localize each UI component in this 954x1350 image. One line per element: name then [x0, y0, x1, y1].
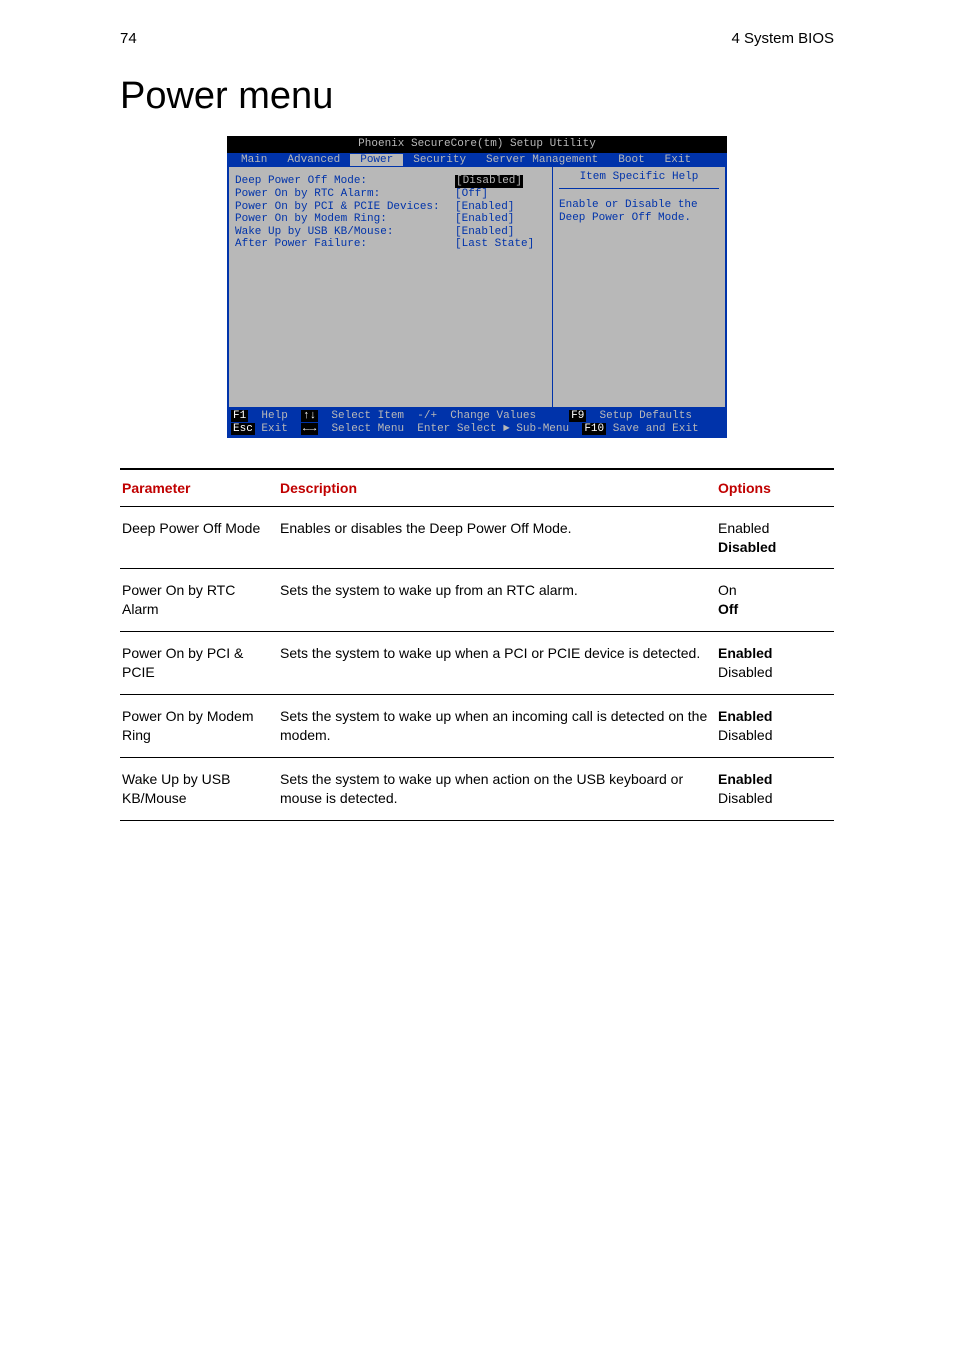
bios-setting-row[interactable]: Power On by Modem Ring:[Enabled]: [235, 213, 546, 226]
bios-menu-bar: MainAdvancedPowerSecurityServer Manageme…: [227, 153, 727, 168]
bios-settings-pane: Deep Power Off Mode:[Disabled]Power On b…: [229, 167, 552, 407]
param-cell: Wake Up by USB KB/Mouse: [120, 757, 278, 820]
bios-setting-value: [Off]: [455, 188, 488, 201]
bios-help-text: Enable or Disable the Deep Power Off Mod…: [559, 199, 719, 224]
bios-footer-row-2: Esc Exit ←→ Select Menu Enter Select ► S…: [231, 423, 723, 436]
bios-menu-main[interactable]: Main: [231, 154, 277, 167]
option-value: Disabled: [718, 538, 828, 557]
desc-cell: Enables or disables the Deep Power Off M…: [278, 506, 716, 569]
header-options: Options: [716, 469, 834, 507]
bios-setting-label: Power On by PCI & PCIE Devices:: [235, 201, 455, 214]
bios-setting-row[interactable]: Power On by RTC Alarm:[Off]: [235, 188, 546, 201]
desc-cell: Sets the system to wake up when an incom…: [278, 695, 716, 758]
parameter-table: Parameter Description Options Deep Power…: [120, 468, 834, 821]
page-header: 74 4 System BIOS: [120, 30, 834, 47]
bios-setting-value: [Disabled]: [455, 175, 523, 188]
desc-cell: Sets the system to wake up when action o…: [278, 757, 716, 820]
param-cell: Power On by Modem Ring: [120, 695, 278, 758]
bios-setting-label: Power On by RTC Alarm:: [235, 188, 455, 201]
options-cell: EnabledDisabled: [716, 632, 834, 695]
bios-help-title: Item Specific Help: [559, 171, 719, 189]
bios-setting-label: Wake Up by USB KB/Mouse:: [235, 226, 455, 239]
option-value: Enabled: [718, 770, 828, 789]
bios-setting-row[interactable]: Deep Power Off Mode:[Disabled]: [235, 175, 546, 188]
f1-key: F1: [231, 410, 248, 422]
table-row: Deep Power Off ModeEnables or disables t…: [120, 506, 834, 569]
page-number: 74: [120, 30, 137, 47]
table-row: Wake Up by USB KB/MouseSets the system t…: [120, 757, 834, 820]
option-value: On: [718, 581, 828, 600]
page-container: 74 4 System BIOS Power menu Phoenix Secu…: [0, 30, 954, 821]
option-value: Enabled: [718, 644, 828, 663]
leftright-key: ←→: [301, 423, 318, 435]
options-cell: EnabledDisabled: [716, 506, 834, 569]
bios-menu-server-management[interactable]: Server Management: [476, 154, 608, 167]
header-parameter: Parameter: [120, 469, 278, 507]
bios-setting-label: Power On by Modem Ring:: [235, 213, 455, 226]
bios-setting-row[interactable]: Power On by PCI & PCIE Devices:[Enabled]: [235, 201, 546, 214]
bios-menu-boot[interactable]: Boot: [608, 154, 654, 167]
bios-body: Deep Power Off Mode:[Disabled]Power On b…: [227, 167, 727, 409]
param-cell: Power On by RTC Alarm: [120, 569, 278, 632]
param-cell: Power On by PCI & PCIE: [120, 632, 278, 695]
option-value: Disabled: [718, 663, 828, 682]
bios-footer: F1 Help ↑↓ Select Item -/+ Change Values…: [227, 409, 727, 437]
table-header-row: Parameter Description Options: [120, 469, 834, 507]
bios-setting-label: After Power Failure:: [235, 238, 455, 251]
bios-menu-exit[interactable]: Exit: [655, 154, 701, 167]
bios-screenshot: Phoenix SecureCore(tm) Setup Utility Mai…: [227, 136, 727, 438]
bios-footer-row-1: F1 Help ↑↓ Select Item -/+ Change Values…: [231, 410, 723, 423]
param-cell: Deep Power Off Mode: [120, 506, 278, 569]
bios-menu-advanced[interactable]: Advanced: [277, 154, 350, 167]
bios-setting-value: [Enabled]: [455, 213, 514, 226]
bios-setting-label: Deep Power Off Mode:: [235, 175, 455, 188]
options-cell: EnabledDisabled: [716, 695, 834, 758]
table-row: Power On by PCI & PCIESets the system to…: [120, 632, 834, 695]
option-value: Enabled: [718, 707, 828, 726]
option-value: Disabled: [718, 726, 828, 745]
table-row: Power On by Modem RingSets the system to…: [120, 695, 834, 758]
chapter-label: 4 System BIOS: [731, 30, 834, 47]
options-cell: OnOff: [716, 569, 834, 632]
f9-key: F9: [569, 410, 586, 422]
desc-cell: Sets the system to wake up from an RTC a…: [278, 569, 716, 632]
options-cell: EnabledDisabled: [716, 757, 834, 820]
updown-key: ↑↓: [301, 410, 318, 422]
f10-key: F10: [582, 423, 606, 435]
bios-title-bar: Phoenix SecureCore(tm) Setup Utility: [227, 136, 727, 153]
bios-setting-row[interactable]: After Power Failure:[Last State]: [235, 238, 546, 251]
bios-setting-value: [Enabled]: [455, 226, 514, 239]
bios-menu-security[interactable]: Security: [403, 154, 476, 167]
option-value: Off: [718, 600, 828, 619]
option-value: Disabled: [718, 789, 828, 808]
bios-help-pane: Item Specific Help Enable or Disable the…: [552, 167, 725, 407]
table-row: Power On by RTC AlarmSets the system to …: [120, 569, 834, 632]
option-value: Enabled: [718, 519, 828, 538]
bios-setting-value: [Enabled]: [455, 201, 514, 214]
bios-menu-power[interactable]: Power: [350, 154, 403, 167]
desc-cell: Sets the system to wake up when a PCI or…: [278, 632, 716, 695]
esc-key: Esc: [231, 423, 255, 435]
bios-setting-row[interactable]: Wake Up by USB KB/Mouse:[Enabled]: [235, 226, 546, 239]
header-description: Description: [278, 469, 716, 507]
page-title: Power menu: [120, 75, 834, 118]
bios-setting-value: [Last State]: [455, 238, 534, 251]
